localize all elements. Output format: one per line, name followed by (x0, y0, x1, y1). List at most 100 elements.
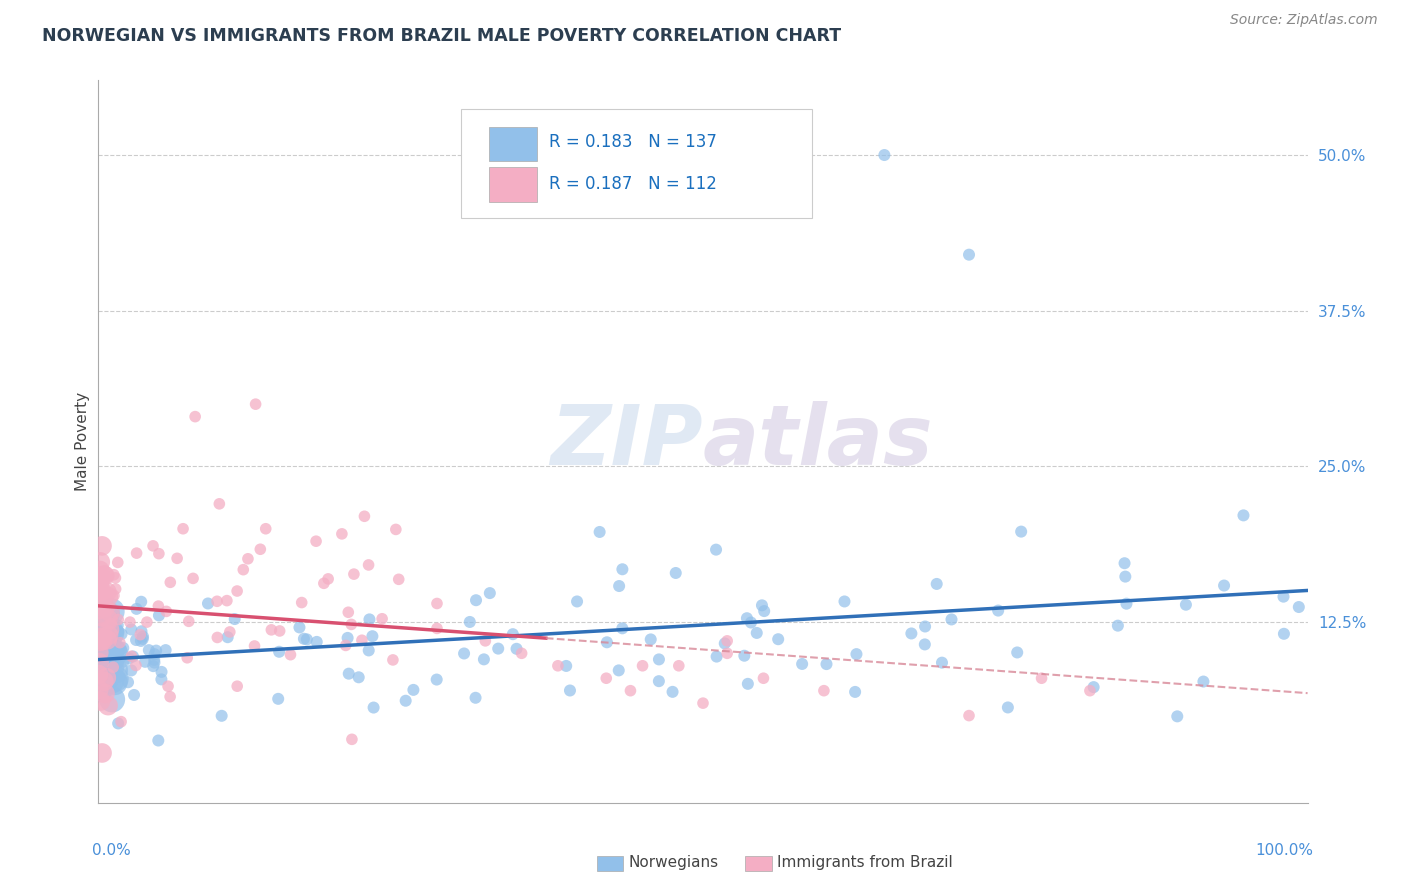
Point (90, 584, 112, 599)
Point (120, 623, 142, 637)
Point (143, 647, 166, 661)
Point (267, 691, 290, 706)
Point (766, 632, 789, 647)
Point (143, 653, 166, 667)
FancyBboxPatch shape (461, 109, 811, 218)
Point (91, 657, 114, 671)
Point (914, 619, 936, 633)
Point (269, 624, 291, 638)
Point (142, 659, 165, 673)
Point (640, 632, 662, 647)
Point (359, 612, 381, 626)
Point (107, 618, 129, 632)
Point (211, 708, 233, 723)
Point (292, 632, 315, 646)
Point (110, 642, 132, 657)
Point (89, 583, 111, 598)
Point (357, 643, 380, 657)
Point (117, 675, 139, 690)
Point (925, 577, 948, 591)
Point (148, 608, 170, 623)
Point (98, 623, 121, 637)
Point (631, 658, 654, 673)
Point (138, 643, 160, 657)
Point (343, 567, 366, 582)
Point (371, 612, 394, 626)
Point (612, 621, 634, 635)
Point (101, 692, 124, 706)
Point (1107, 618, 1129, 632)
Point (305, 635, 328, 649)
Point (997, 700, 1019, 714)
Point (166, 551, 188, 566)
Point (108, 636, 131, 650)
Text: Norwegians: Norwegians (628, 855, 718, 870)
Point (340, 617, 363, 632)
Point (957, 708, 980, 723)
Point (363, 700, 385, 714)
Point (197, 597, 219, 611)
Point (90, 646, 112, 660)
Point (337, 666, 360, 681)
Point (89, 594, 111, 608)
Point (486, 641, 509, 656)
Point (388, 572, 411, 586)
Point (619, 683, 641, 698)
Text: NORWEGIAN VS IMMIGRANTS FROM BRAZIL MALE POVERTY CORRELATION CHART: NORWEGIAN VS IMMIGRANTS FROM BRAZIL MALE… (42, 27, 841, 45)
Point (104, 675, 127, 690)
Point (97, 612, 120, 626)
Point (555, 659, 578, 673)
Point (100, 673, 122, 688)
Point (118, 615, 141, 629)
Point (478, 586, 501, 600)
Point (1192, 674, 1215, 689)
Point (740, 615, 762, 630)
Point (1174, 598, 1197, 612)
Point (941, 612, 963, 626)
Point (107, 661, 129, 675)
Point (205, 594, 228, 608)
Point (89, 602, 111, 616)
Point (132, 632, 155, 646)
Text: 0.0%: 0.0% (93, 843, 131, 857)
Point (260, 623, 283, 637)
Point (337, 605, 360, 619)
Point (558, 683, 581, 698)
Point (89, 591, 111, 606)
Point (142, 539, 165, 553)
Point (87, 656, 110, 670)
Point (745, 626, 768, 640)
Point (184, 409, 207, 424)
Point (150, 665, 173, 679)
Point (505, 641, 527, 656)
Point (1114, 556, 1136, 570)
Point (232, 563, 254, 577)
Point (1288, 600, 1310, 615)
Point (1232, 508, 1254, 523)
Point (148, 547, 170, 561)
Point (91, 633, 114, 648)
Point (706, 649, 728, 664)
Point (472, 652, 495, 666)
Point (91, 539, 114, 553)
Point (280, 648, 302, 662)
Point (91, 625, 114, 640)
Point (107, 656, 129, 670)
Point (305, 534, 328, 549)
Point (132, 630, 155, 644)
Point (125, 546, 148, 560)
Point (385, 523, 408, 537)
Point (103, 589, 125, 603)
Point (737, 677, 759, 691)
Point (295, 632, 318, 647)
Point (900, 626, 922, 640)
Point (122, 649, 145, 664)
Point (89, 681, 111, 696)
Point (100, 643, 122, 657)
Point (661, 685, 683, 699)
Point (914, 637, 936, 651)
Point (1083, 680, 1105, 694)
Point (226, 679, 249, 693)
Point (94, 600, 117, 615)
Point (254, 522, 277, 536)
